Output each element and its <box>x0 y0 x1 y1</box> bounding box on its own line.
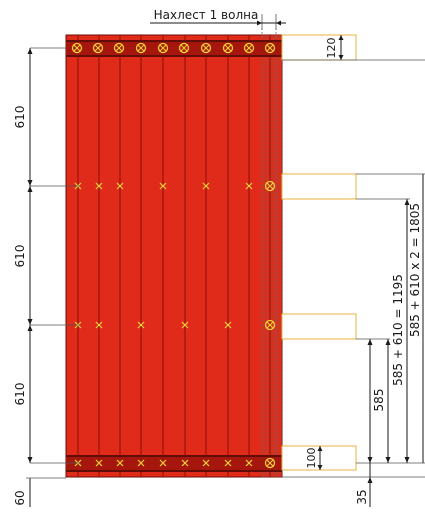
metal-sheet <box>66 35 282 477</box>
right-dim-585: 585 <box>372 389 386 412</box>
overlap-label: Нахлест 1 волна <box>154 8 259 22</box>
left-dim-3: 610 <box>13 383 27 406</box>
top-strip-dimension <box>282 35 425 60</box>
right-dim-1195: 585 + 610 = 1195 <box>391 274 405 386</box>
right-dim-1805: 585 + 610 x 2 = 1805 <box>408 203 422 337</box>
battens <box>282 35 356 470</box>
overlap-zone <box>262 35 282 477</box>
top-strip-dim-label: 120 <box>325 38 338 59</box>
left-dim-partial: 60 <box>13 490 27 505</box>
left-dim-1: 610 <box>13 106 27 129</box>
bottom-right-partial: 35 <box>355 489 369 504</box>
left-dim-2: 610 <box>13 245 27 268</box>
bottom-strip-dim-label: 100 <box>305 448 318 469</box>
